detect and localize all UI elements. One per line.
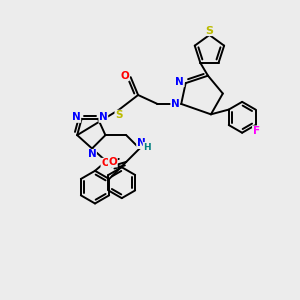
Text: N: N [137, 139, 146, 148]
Text: O: O [101, 158, 110, 168]
Text: N: N [171, 99, 180, 109]
Text: N: N [88, 149, 96, 160]
Text: H: H [143, 142, 151, 152]
Text: F: F [253, 126, 260, 136]
Text: N: N [175, 76, 184, 87]
Text: N: N [72, 112, 81, 122]
Text: O: O [109, 157, 117, 167]
Text: S: S [115, 110, 122, 120]
Text: S: S [205, 26, 213, 35]
Text: O: O [120, 71, 129, 81]
Text: N: N [99, 112, 108, 122]
